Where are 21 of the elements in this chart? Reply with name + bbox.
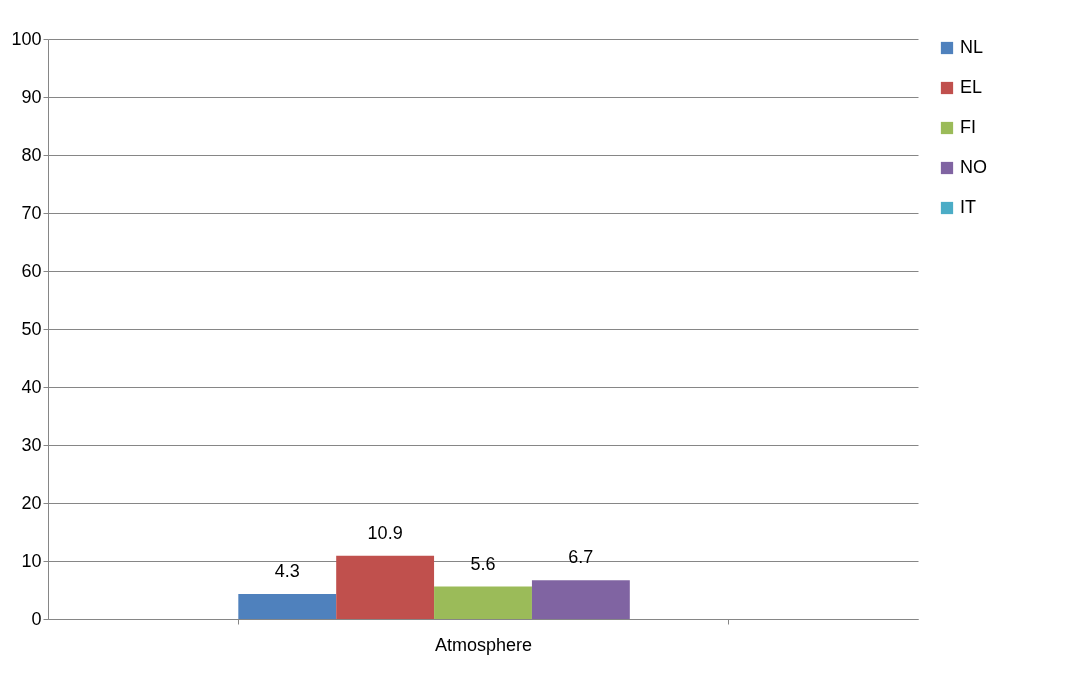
- y-tick-label: 90: [21, 86, 42, 107]
- x-tick-label: Atmosphere: [434, 634, 533, 655]
- y-tick-label: 100: [11, 28, 42, 49]
- y-tick-label: 30: [21, 434, 42, 455]
- legend-label: EL: [960, 77, 983, 97]
- y-tick-label: 10: [21, 550, 42, 571]
- y-tick-label: 50: [21, 318, 42, 339]
- data-label: 5.6: [470, 553, 496, 574]
- legend-label: IT: [960, 197, 976, 217]
- data-label: 6.7: [568, 547, 594, 568]
- y-tick-label: 80: [21, 144, 42, 165]
- data-label: 4.3: [274, 561, 300, 582]
- legend-label: FI: [960, 117, 976, 137]
- y-tick-label: 70: [21, 202, 42, 223]
- y-tick-label: 60: [21, 260, 42, 281]
- legend-label: NO: [960, 157, 987, 177]
- y-tick-label: 0: [31, 608, 42, 629]
- y-tick-label: 20: [21, 492, 42, 513]
- y-tick-label: 40: [21, 376, 42, 397]
- legend-label: NL: [960, 37, 984, 57]
- data-label: 10.9: [367, 522, 403, 543]
